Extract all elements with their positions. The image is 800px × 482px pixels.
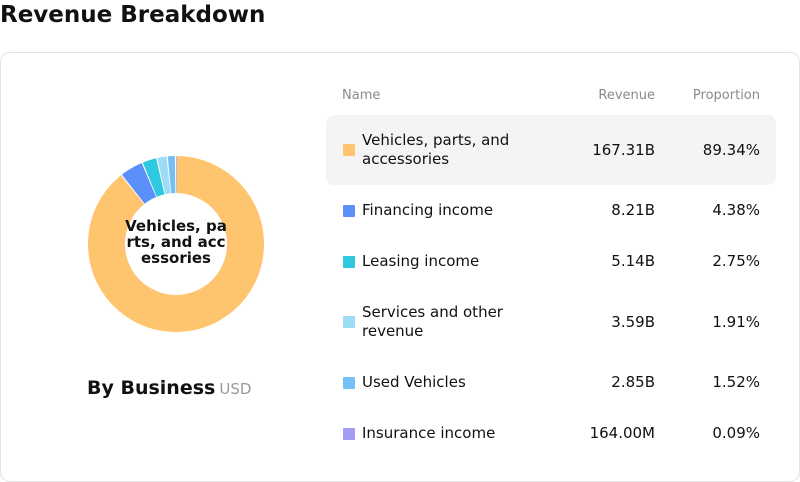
row-name: Services and other revenue	[362, 303, 503, 340]
legend-swatch	[343, 377, 355, 389]
header-revenue: Revenue	[598, 88, 655, 103]
header-name: Name	[342, 88, 381, 103]
donut-slice-vehicles-parts-and-accessories[interactable]	[88, 156, 264, 332]
legend-swatch	[343, 144, 355, 156]
row-name: Insurance income	[362, 424, 496, 442]
donut-center-label: Vehicles, parts, and accessories	[125, 218, 227, 266]
row-revenue: 2.85B	[611, 373, 655, 391]
row-proportion: 4.38%	[712, 201, 760, 219]
donut-chart: Vehicles, parts, and accessories	[87, 155, 265, 333]
donut-slice-financing-income[interactable]	[121, 162, 157, 204]
legend-swatch	[343, 316, 355, 328]
table-row[interactable]: Services and other revenue 3.59B 1.91%	[326, 287, 776, 357]
page-title: Revenue Breakdown	[0, 2, 266, 28]
table-row[interactable]: Financing income 8.21B 4.38%	[326, 185, 776, 236]
row-revenue: 8.21B	[611, 201, 655, 219]
row-name: Used Vehicles	[362, 373, 466, 391]
breakdown-table: Name Revenue Proportion Vehicles, parts,…	[326, 81, 776, 459]
table-header: Name Revenue Proportion	[326, 81, 776, 115]
legend-swatch	[343, 256, 355, 268]
table-row[interactable]: Vehicles, parts, and accessories 167.31B…	[326, 115, 776, 185]
row-revenue: 167.31B	[592, 141, 655, 159]
chart-caption-text: By Business	[87, 377, 216, 399]
donut-slice-insurance-income[interactable]	[176, 156, 177, 194]
row-proportion: 0.09%	[712, 424, 760, 442]
row-name: Leasing income	[362, 252, 480, 270]
table-row[interactable]: Leasing income 5.14B 2.75%	[326, 236, 776, 287]
header-proportion: Proportion	[692, 88, 760, 103]
row-revenue: 3.59B	[611, 313, 655, 331]
table-row[interactable]: Used Vehicles 2.85B 1.52%	[326, 357, 776, 408]
donut-svg	[88, 156, 264, 332]
donut-slice-used-vehicles[interactable]	[167, 156, 176, 194]
revenue-card: Vehicles, parts, and accessories By Busi…	[0, 52, 800, 482]
row-name: Financing income	[362, 201, 494, 219]
table-row[interactable]: Insurance income 164.00M 0.09%	[326, 408, 776, 459]
row-proportion: 1.91%	[712, 313, 760, 331]
row-proportion: 1.52%	[712, 373, 760, 391]
legend-swatch	[343, 428, 355, 440]
row-proportion: 2.75%	[712, 252, 760, 270]
row-proportion: 89.34%	[702, 141, 760, 159]
chart-caption: By Business USD	[87, 377, 251, 399]
donut-slice-leasing-income[interactable]	[142, 158, 165, 197]
unit-label: USD	[219, 380, 252, 398]
donut-slice-services-and-other-revenue[interactable]	[157, 156, 171, 195]
row-revenue: 5.14B	[611, 252, 655, 270]
legend-swatch	[343, 205, 355, 217]
row-revenue: 164.00M	[589, 424, 655, 442]
row-name: Vehicles, parts, and accessories	[362, 131, 510, 168]
